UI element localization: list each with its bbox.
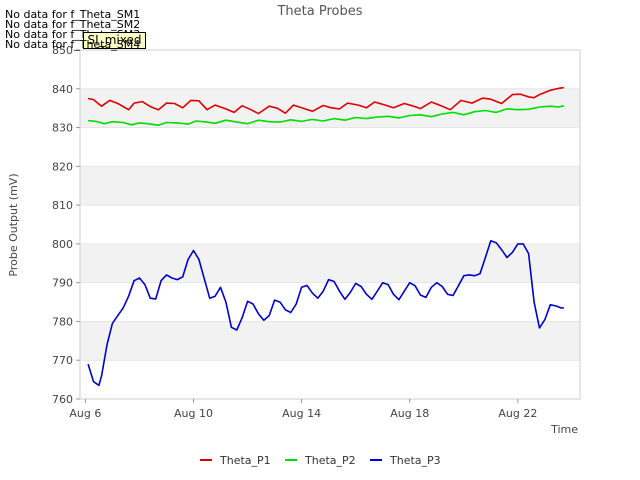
series-lines — [87, 86, 564, 387]
plot-frame — [79, 49, 581, 400]
y-tick-label: 820 — [52, 160, 73, 173]
grid-bands — [80, 49, 580, 400]
y-axis: 760 770 780 790 800 810 820 830 840 850 — [52, 44, 80, 406]
legend-label: Theta_P3 — [389, 454, 441, 467]
y-tick-label: 760 — [52, 393, 73, 406]
legend: Theta_P1 Theta_P2 Theta_P3 — [200, 454, 441, 467]
legend-label: Theta_P1 — [219, 454, 271, 467]
series-line-theta-p1 — [87, 86, 564, 115]
y-tick-label: 770 — [52, 354, 73, 367]
x-axis-label: Time — [550, 423, 578, 436]
nodata-message: No data for f_Theta_SM4 — [5, 38, 141, 51]
legend-label: Theta_P2 — [304, 454, 356, 467]
x-tick-label: Aug 14 — [282, 407, 321, 420]
grid-band — [80, 243, 580, 283]
chart-title: Theta Probes — [276, 4, 362, 19]
y-tick-label: 850 — [52, 44, 73, 57]
x-tick-label: Aug 22 — [498, 407, 537, 420]
y-tick-label: 790 — [52, 277, 73, 290]
x-tick-label: Aug 10 — [174, 407, 213, 420]
grid-band — [80, 166, 580, 206]
si-mixed-stamp: SI_mixed — [83, 32, 146, 49]
series-line-theta-p3 — [87, 240, 564, 387]
grid-band — [80, 321, 580, 361]
y-tick-label: 830 — [52, 122, 73, 135]
nodata-message: No data for f_Theta_SM3 — [5, 28, 141, 41]
y-tick-label: 800 — [52, 238, 73, 251]
nodata-message: No data for f_Theta_SM2 — [5, 18, 141, 31]
x-axis: Aug 6 Aug 10 Aug 14 Aug 18 Aug 22 — [69, 399, 537, 420]
nodata-message: No data for f_Theta_SM1 — [5, 8, 141, 21]
y-axis-label: Probe Output (mV) — [7, 173, 20, 276]
series-line-theta-p2 — [88, 105, 564, 126]
y-tick-label: 840 — [52, 83, 73, 96]
y-tick-label: 780 — [52, 315, 73, 328]
y-tick-label: 810 — [52, 199, 73, 212]
x-tick-label: Aug 18 — [390, 407, 429, 420]
x-tick-label: Aug 6 — [69, 407, 101, 420]
